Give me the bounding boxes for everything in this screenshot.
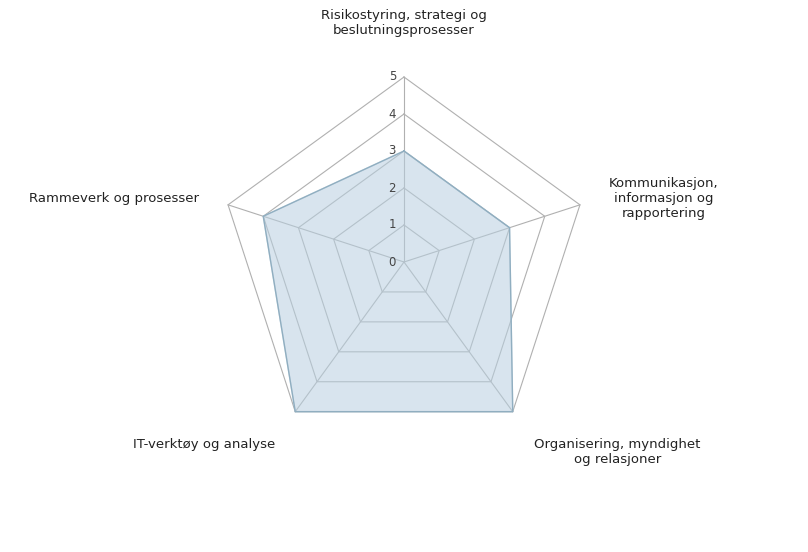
Text: IT-verktøy og analyse: IT-verktøy og analyse (133, 438, 276, 451)
Text: Kommunikasjon,
informasjon og
rapportering: Kommunikasjon, informasjon og rapporteri… (609, 177, 718, 220)
Text: 4: 4 (389, 108, 396, 120)
Text: Risikostyring, strategi og
beslutningsprosesser: Risikostyring, strategi og beslutningspr… (321, 9, 487, 37)
Text: 2: 2 (389, 182, 396, 194)
Text: 3: 3 (389, 145, 396, 157)
Text: Organisering, myndighet
og relasjoner: Organisering, myndighet og relasjoner (535, 438, 701, 466)
Polygon shape (263, 151, 513, 412)
Text: 0: 0 (389, 256, 396, 268)
Text: 1: 1 (389, 219, 396, 231)
Text: 5: 5 (389, 71, 396, 83)
Text: Rammeverk og prosesser: Rammeverk og prosesser (29, 192, 199, 205)
